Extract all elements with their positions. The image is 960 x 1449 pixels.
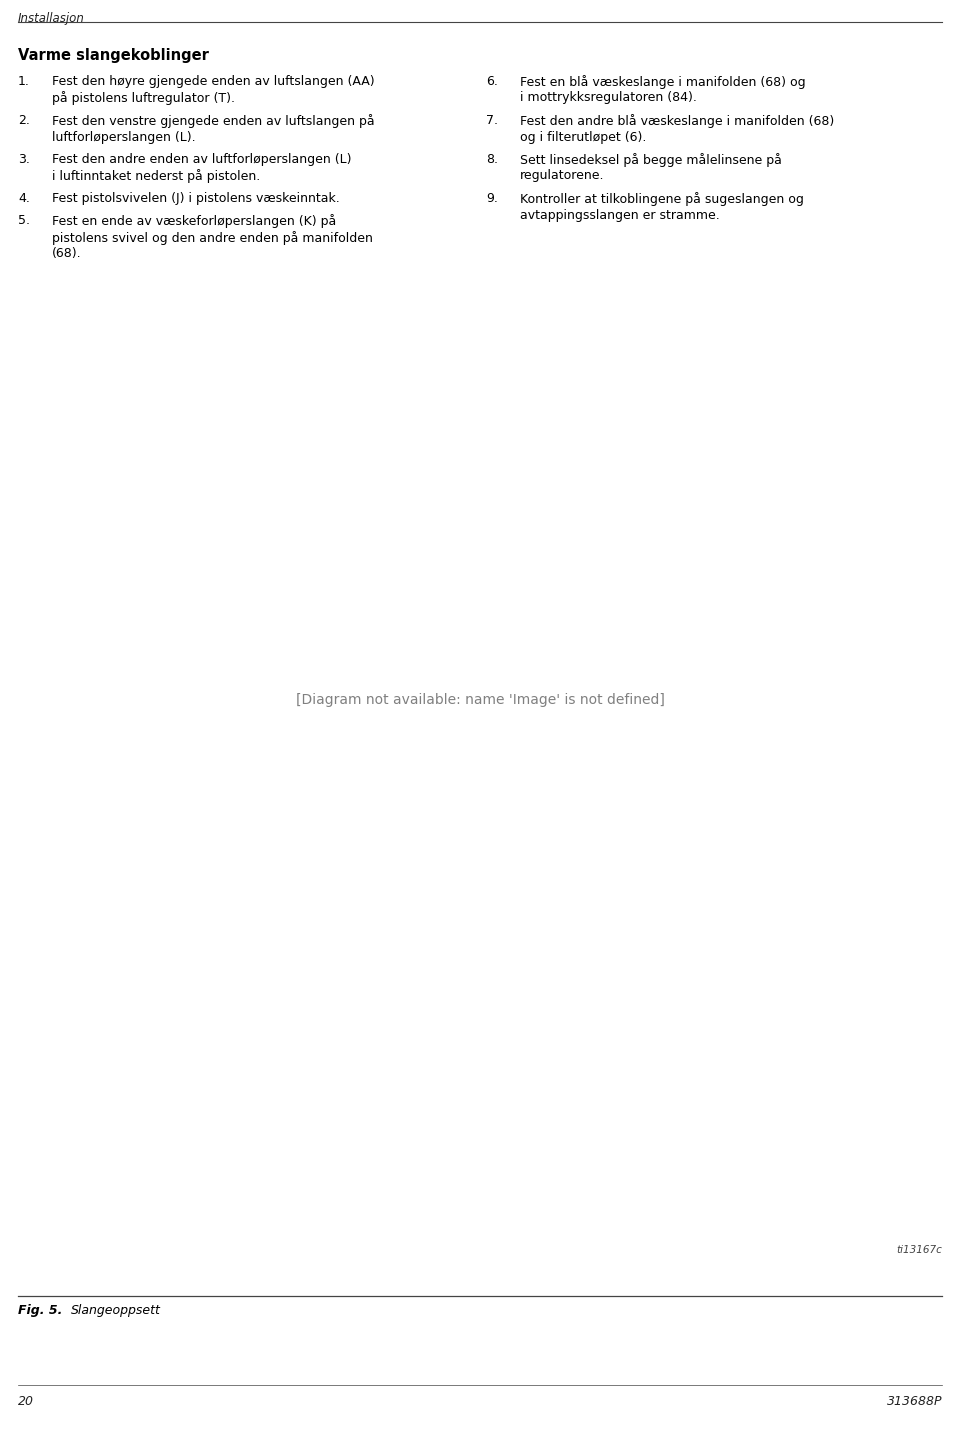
Text: 313688P: 313688P <box>886 1395 942 1408</box>
Text: på pistolens luftregulator (T).: på pistolens luftregulator (T). <box>52 91 235 106</box>
Text: luftforløperslangen (L).: luftforløperslangen (L). <box>52 130 196 143</box>
Text: Fest en ende av væskeforløperslangen (K) på: Fest en ende av væskeforløperslangen (K)… <box>52 214 336 229</box>
Text: pistolens svivel og den andre enden på manifolden: pistolens svivel og den andre enden på m… <box>52 230 372 245</box>
Text: regulatorene.: regulatorene. <box>520 170 605 183</box>
Text: (68).: (68). <box>52 248 82 261</box>
Text: 8.: 8. <box>486 154 498 167</box>
Text: Fest den andre blå væskeslange i manifolden (68): Fest den andre blå væskeslange i manifol… <box>520 114 834 128</box>
Text: Sett linsedeksel på begge målelinsene på: Sett linsedeksel på begge målelinsene på <box>520 154 781 167</box>
Text: 20: 20 <box>18 1395 34 1408</box>
Text: Slangeoppsett: Slangeoppsett <box>71 1304 161 1317</box>
Text: [Diagram not available: name 'Image' is not defined]: [Diagram not available: name 'Image' is … <box>296 693 664 707</box>
Text: 7.: 7. <box>486 114 498 128</box>
Text: ti13167c: ti13167c <box>896 1245 942 1255</box>
Text: i mottrykksregulatoren (84).: i mottrykksregulatoren (84). <box>520 91 697 104</box>
Text: Varme slangekoblinger: Varme slangekoblinger <box>18 48 209 62</box>
Text: Fest pistolsvivelen (J) i pistolens væskeinntak.: Fest pistolsvivelen (J) i pistolens væsk… <box>52 193 340 204</box>
Text: 4.: 4. <box>18 193 30 204</box>
Text: og i filterutløpet (6).: og i filterutløpet (6). <box>520 130 646 143</box>
Text: avtappingsslangen er stramme.: avtappingsslangen er stramme. <box>520 209 720 222</box>
Text: Fest en blå væskeslange i manifolden (68) og: Fest en blå væskeslange i manifolden (68… <box>520 75 805 88</box>
Text: Fig. 5.: Fig. 5. <box>18 1304 62 1317</box>
Text: Installasjon: Installasjon <box>18 12 84 25</box>
Text: Fest den høyre gjengede enden av luftslangen (AA): Fest den høyre gjengede enden av luftsla… <box>52 75 374 88</box>
Text: 9.: 9. <box>486 193 498 204</box>
Text: Fest den venstre gjengede enden av luftslangen på: Fest den venstre gjengede enden av lufts… <box>52 114 374 128</box>
Text: 5.: 5. <box>18 214 30 227</box>
Text: 6.: 6. <box>486 75 498 88</box>
Text: 2.: 2. <box>18 114 30 128</box>
Text: i luftinntaket nederst på pistolen.: i luftinntaket nederst på pistolen. <box>52 170 260 184</box>
Text: Kontroller at tilkoblingene på sugeslangen og: Kontroller at tilkoblingene på sugeslang… <box>520 193 804 206</box>
Text: 1.: 1. <box>18 75 30 88</box>
Text: Fest den andre enden av luftforløperslangen (L): Fest den andre enden av luftforløperslan… <box>52 154 351 167</box>
Text: 3.: 3. <box>18 154 30 167</box>
